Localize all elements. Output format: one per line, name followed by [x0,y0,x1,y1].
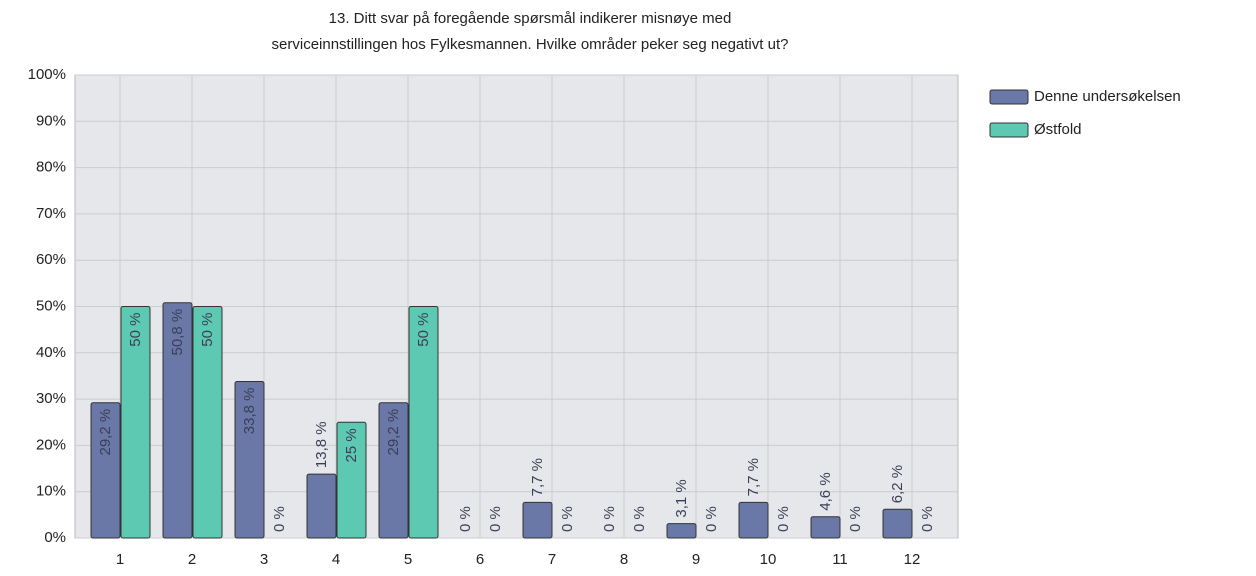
value-label: 0 % [775,506,792,532]
bar [306,473,337,539]
bar [522,501,553,539]
value-label: 7,7 % [529,458,546,496]
value-label: 0 % [631,506,648,532]
value-label: 0 % [271,506,288,532]
value-label: 0 % [703,506,720,532]
value-label: 13,8 % [313,421,330,468]
bar [738,501,769,539]
value-label: 0 % [457,506,474,532]
value-label: 29,2 % [385,409,402,456]
y-tick-label: 70% [36,205,66,222]
bar [192,306,223,539]
y-tick-label: 80% [36,159,66,176]
x-tick-label: 4 [332,551,340,568]
value-label: 0 % [559,506,576,532]
x-tick-label: 8 [620,551,628,568]
bar [162,302,193,539]
bar [810,516,841,539]
bar [882,508,913,539]
value-label: 50 % [199,313,216,347]
y-tick-label: 0% [44,529,66,546]
bar [408,306,439,539]
value-label: 6,2 % [889,465,906,503]
y-tick-label: 90% [36,112,66,129]
x-tick-label: 6 [476,551,484,568]
y-tick-label: 50% [36,297,66,314]
x-tick-label: 1 [116,551,124,568]
y-tick-label: 60% [36,251,66,268]
bar [666,523,697,539]
x-tick-label: 12 [904,551,921,568]
value-label: 50,8 % [169,309,186,356]
y-tick-label: 20% [36,436,66,453]
value-label: 3,1 % [673,479,690,517]
y-tick-label: 10% [36,483,66,500]
bar [234,381,265,539]
x-tick-label: 10 [760,551,777,568]
x-tick-label: 7 [548,551,556,568]
value-label: 7,7 % [745,458,762,496]
y-tick-label: 100% [28,66,66,83]
value-label: 50 % [127,313,144,347]
legend-label: Denne undersøkelsen [1034,88,1181,105]
x-tick-label: 3 [260,551,268,568]
bar [336,421,367,539]
y-tick-label: 30% [36,390,66,407]
legend-label: Østfold [1034,121,1082,138]
x-tick-label: 2 [188,551,196,568]
legend-swatch [989,89,1029,105]
value-label: 0 % [919,506,936,532]
y-tick-label: 40% [36,344,66,361]
x-tick-label: 5 [404,551,412,568]
bar [90,402,121,539]
value-label: 0 % [487,506,504,532]
value-label: 25 % [343,428,360,462]
legend-swatch [989,122,1029,138]
value-label: 0 % [847,506,864,532]
chart-title: serviceinnstillingen hos Fylkesmannen. H… [272,36,789,53]
x-tick-label: 9 [692,551,700,568]
value-label: 50 % [415,313,432,347]
x-tick-label: 11 [832,551,848,568]
value-label: 0 % [601,506,618,532]
value-label: 33,8 % [241,388,258,435]
value-label: 29,2 % [97,409,114,456]
chart-title: 13. Ditt svar på foregående spørsmål ind… [329,10,732,27]
value-label: 4,6 % [817,472,834,510]
bar [120,306,151,539]
bar [378,402,409,539]
